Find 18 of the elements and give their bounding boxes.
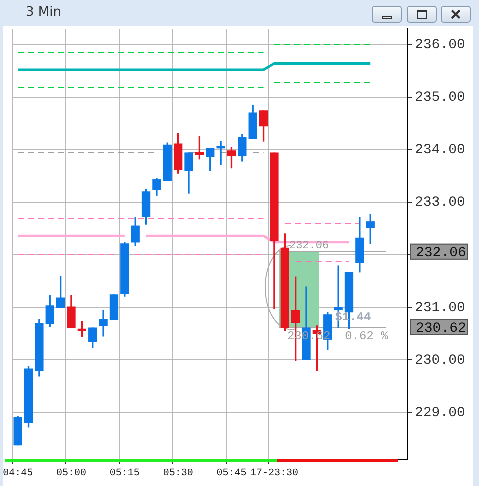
ref-line-label: 230.62: [416, 321, 466, 338]
y-tick-label: 235.00: [415, 90, 466, 106]
chart-title: 3 Min: [26, 5, 62, 20]
ref-line-label: 232.06: [416, 246, 466, 262]
y-tick-label: 229.00: [415, 405, 466, 422]
x-tick-label: 05:45: [216, 468, 247, 480]
candlestick: [216, 141, 226, 166]
y-tick-label: 230.00: [415, 352, 466, 369]
x-tick-label: 17-23:30: [250, 468, 298, 480]
annotation: 232.06: [289, 240, 330, 252]
x-tick-label: 05:00: [56, 468, 87, 480]
x-tick-label: 05:30: [163, 468, 194, 480]
y-tick-label: 236.00: [415, 37, 466, 54]
x-tick-label: 05:15: [110, 468, 140, 480]
x-tick-label: 04:45: [3, 468, 34, 480]
y-tick-label: 231.00: [415, 300, 466, 316]
y-tick-label: 234.00: [415, 142, 466, 159]
y-tick-label: 233.00: [415, 195, 466, 212]
